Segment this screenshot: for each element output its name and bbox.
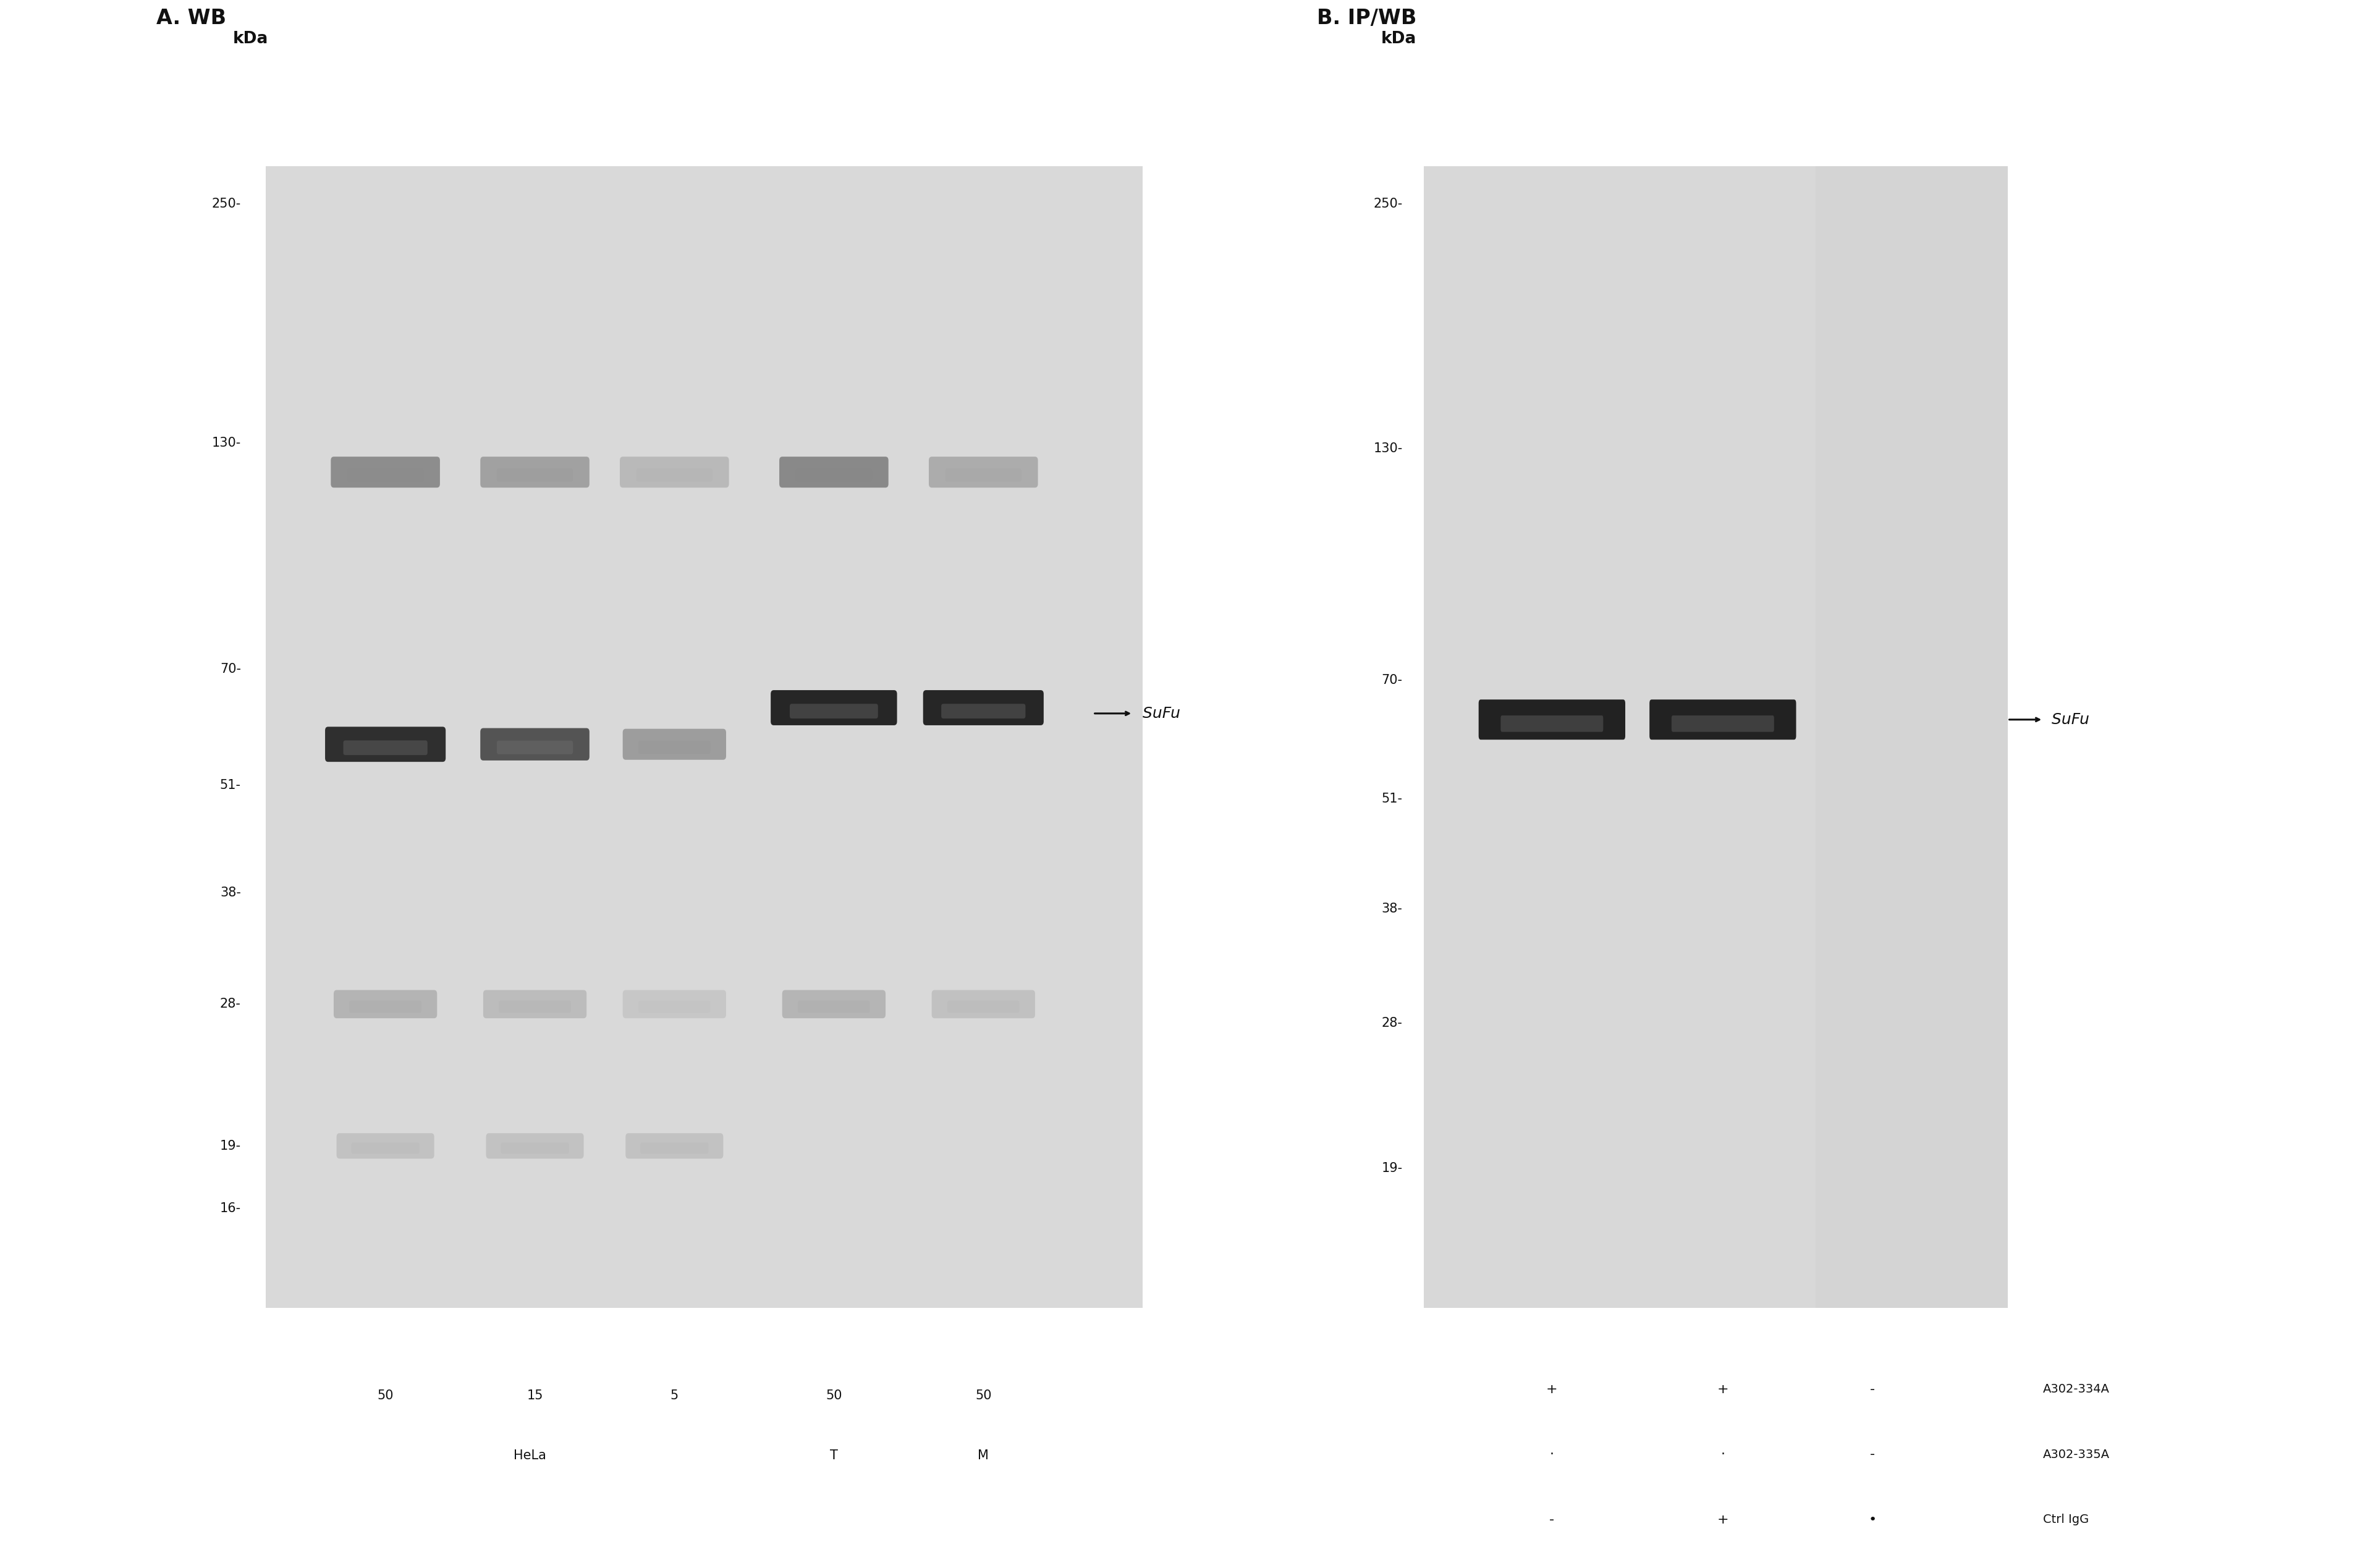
FancyBboxPatch shape [479, 456, 589, 488]
FancyBboxPatch shape [790, 704, 878, 718]
Text: 50: 50 [975, 1389, 992, 1402]
FancyBboxPatch shape [928, 456, 1037, 488]
Text: 16-: 16- [221, 1203, 242, 1215]
FancyBboxPatch shape [783, 989, 885, 1018]
Text: 130-: 130- [211, 437, 242, 448]
Text: 5: 5 [669, 1389, 679, 1402]
FancyBboxPatch shape [933, 989, 1035, 1018]
Text: -: - [1870, 1449, 1875, 1461]
FancyBboxPatch shape [337, 1134, 434, 1159]
FancyBboxPatch shape [626, 1134, 724, 1159]
Text: A302-334A: A302-334A [2043, 1383, 2110, 1396]
Text: 250-: 250- [1374, 198, 1402, 210]
Bar [1424, 166, 2008, 1308]
FancyBboxPatch shape [923, 690, 1044, 726]
Text: 51-: 51- [221, 779, 242, 792]
FancyBboxPatch shape [496, 469, 572, 481]
Text: +: + [1718, 1383, 1728, 1396]
FancyBboxPatch shape [501, 1143, 570, 1154]
Bar [266, 166, 1144, 1308]
FancyBboxPatch shape [496, 740, 572, 754]
FancyBboxPatch shape [498, 1000, 572, 1013]
Text: 19-: 19- [1381, 1162, 1402, 1174]
Bar [1424, 166, 1815, 1308]
Text: ·: · [1550, 1449, 1554, 1461]
Bar [776, 1369, 890, 1422]
FancyBboxPatch shape [349, 1000, 422, 1013]
Text: SuFu: SuFu [1139, 706, 1179, 721]
FancyBboxPatch shape [778, 456, 888, 488]
Text: HeLa: HeLa [513, 1449, 546, 1461]
FancyBboxPatch shape [479, 728, 589, 760]
Text: +: + [1718, 1513, 1728, 1526]
Text: •: • [1868, 1513, 1877, 1526]
Text: Ctrl IgG: Ctrl IgG [2043, 1513, 2088, 1526]
FancyBboxPatch shape [622, 989, 726, 1018]
FancyBboxPatch shape [1649, 699, 1796, 740]
Text: 51-: 51- [1381, 792, 1402, 804]
Text: kDa: kDa [1381, 31, 1417, 47]
Text: +: + [1547, 1383, 1557, 1396]
Text: 50: 50 [377, 1389, 394, 1402]
FancyBboxPatch shape [1478, 699, 1626, 740]
Text: 28-: 28- [1381, 1018, 1402, 1029]
Text: 28-: 28- [221, 997, 242, 1010]
FancyBboxPatch shape [636, 469, 712, 481]
Text: 250-: 250- [211, 198, 242, 210]
Text: 70-: 70- [221, 663, 242, 676]
FancyBboxPatch shape [330, 456, 439, 488]
Text: 15: 15 [527, 1389, 543, 1402]
Text: 38-: 38- [221, 886, 242, 898]
Text: -: - [1870, 1383, 1875, 1396]
Text: 70-: 70- [1381, 674, 1402, 687]
Text: T: T [831, 1449, 838, 1461]
FancyBboxPatch shape [335, 989, 437, 1018]
FancyBboxPatch shape [797, 1000, 871, 1013]
FancyBboxPatch shape [944, 469, 1020, 481]
FancyBboxPatch shape [1500, 715, 1604, 732]
Text: 130-: 130- [1374, 442, 1402, 455]
FancyBboxPatch shape [486, 1134, 584, 1159]
FancyBboxPatch shape [325, 726, 446, 762]
Text: B. IP/WB: B. IP/WB [1317, 8, 1417, 28]
FancyBboxPatch shape [942, 704, 1025, 718]
Text: SuFu: SuFu [2046, 712, 2088, 728]
Text: A302-335A: A302-335A [2043, 1449, 2110, 1460]
FancyBboxPatch shape [351, 1143, 420, 1154]
Text: ·: · [1720, 1449, 1725, 1461]
FancyBboxPatch shape [344, 740, 427, 756]
FancyBboxPatch shape [795, 469, 871, 481]
Bar [327, 1369, 441, 1422]
Bar [477, 1369, 591, 1422]
Text: 38-: 38- [1381, 903, 1402, 916]
Bar [617, 1369, 731, 1422]
Text: -: - [1550, 1513, 1554, 1526]
Text: A. WB: A. WB [157, 8, 225, 28]
FancyBboxPatch shape [1671, 715, 1775, 732]
FancyBboxPatch shape [771, 690, 897, 726]
FancyBboxPatch shape [641, 1143, 710, 1154]
Text: kDa: kDa [233, 31, 268, 47]
FancyBboxPatch shape [638, 740, 710, 754]
FancyBboxPatch shape [619, 456, 729, 488]
Bar [925, 1369, 1039, 1422]
Text: 19-: 19- [221, 1140, 242, 1152]
FancyBboxPatch shape [346, 469, 422, 481]
FancyBboxPatch shape [947, 1000, 1020, 1013]
FancyBboxPatch shape [622, 729, 726, 760]
Text: 50: 50 [826, 1389, 842, 1402]
FancyBboxPatch shape [484, 989, 586, 1018]
Text: M: M [978, 1449, 990, 1461]
